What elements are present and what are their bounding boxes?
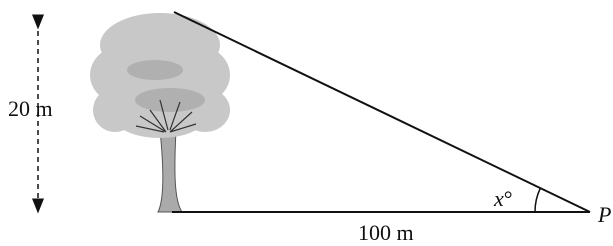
base-label: 100 m — [358, 220, 414, 245]
hypotenuse — [174, 12, 590, 212]
angle-variable: x — [493, 186, 504, 211]
angle-label: x° — [493, 186, 513, 211]
point-label: P — [597, 202, 611, 227]
height-label: 20 m — [8, 96, 53, 121]
tree — [90, 13, 230, 212]
angle-unit: ° — [504, 186, 513, 211]
angle-arc — [535, 188, 540, 212]
diagram: 20 m x° 100 m P — [0, 0, 613, 246]
